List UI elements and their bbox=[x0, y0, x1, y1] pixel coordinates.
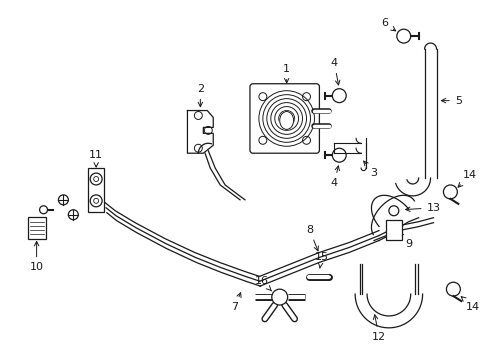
Text: 14: 14 bbox=[457, 170, 476, 187]
Bar bbox=[88, 168, 104, 212]
Text: 2: 2 bbox=[196, 84, 203, 107]
Circle shape bbox=[271, 289, 287, 305]
Ellipse shape bbox=[279, 112, 293, 129]
FancyBboxPatch shape bbox=[385, 220, 401, 239]
Text: 10: 10 bbox=[30, 242, 43, 272]
Text: 6: 6 bbox=[381, 18, 395, 31]
Text: 16: 16 bbox=[254, 276, 271, 291]
FancyBboxPatch shape bbox=[249, 84, 319, 153]
Text: 3: 3 bbox=[363, 161, 377, 178]
Polygon shape bbox=[187, 111, 213, 153]
Text: 9: 9 bbox=[398, 233, 411, 249]
Text: 11: 11 bbox=[89, 150, 103, 167]
Text: 7: 7 bbox=[231, 293, 241, 312]
Text: 5: 5 bbox=[441, 96, 461, 105]
Polygon shape bbox=[410, 264, 422, 294]
Text: 14: 14 bbox=[460, 297, 479, 312]
Polygon shape bbox=[354, 264, 366, 294]
Text: 12: 12 bbox=[371, 315, 385, 342]
Text: 8: 8 bbox=[305, 225, 318, 251]
Text: 15: 15 bbox=[314, 252, 328, 268]
FancyBboxPatch shape bbox=[28, 217, 45, 239]
Text: 1: 1 bbox=[283, 64, 289, 83]
Text: 4: 4 bbox=[330, 166, 339, 188]
Text: 4: 4 bbox=[330, 58, 339, 85]
Text: 13: 13 bbox=[405, 203, 440, 213]
